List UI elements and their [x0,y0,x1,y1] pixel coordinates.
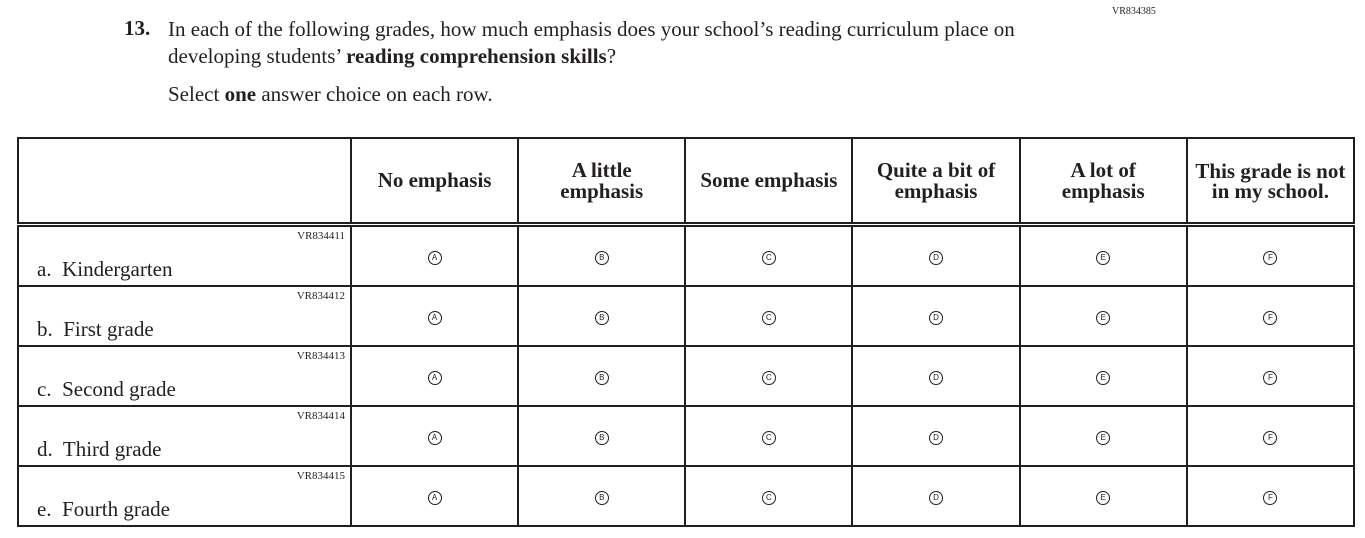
column-header: A lot of emphasis [1018,137,1188,227]
answer-bubble-b[interactable]: B [594,311,609,325]
table-row: VR834414 d. Third grade A B C D E F [17,405,1356,467]
instruction: Select one answer choice on each row. [168,82,493,107]
row-label-cell: VR834411 a. Kindergarten [17,223,352,287]
answer-cell: F [1185,465,1356,527]
answer-cell: E [1018,405,1188,467]
answer-cell: C [684,405,854,467]
table-row: VR834415 e. Fourth grade A B C D E F [17,465,1356,527]
row-id: VR834413 [296,350,345,362]
answer-bubble-e[interactable]: E [1096,491,1111,505]
row-id: VR834415 [296,470,345,482]
answer-cell: D [851,345,1021,407]
answer-cell: D [851,405,1021,467]
answer-cell: C [684,465,854,527]
answer-bubble-b[interactable]: B [594,371,609,385]
answer-bubble-c[interactable]: C [761,491,776,505]
answer-cell: F [1185,345,1356,407]
answer-bubble-a[interactable]: A [427,311,442,325]
answer-cell: C [684,285,854,347]
row-label: d. Third grade [37,437,162,461]
row-label-cell: VR834415 e. Fourth grade [17,465,352,527]
answer-bubble-d[interactable]: D [929,431,944,445]
row-label: e. Fourth grade [37,497,170,521]
answer-bubble-d[interactable]: D [929,251,944,265]
answer-cell: B [517,223,687,287]
answer-bubble-f[interactable]: F [1263,491,1278,505]
answer-bubble-d[interactable]: D [929,491,944,505]
answer-bubble-c[interactable]: C [761,251,776,265]
answer-bubble-c[interactable]: C [761,311,776,325]
answer-cell: B [517,285,687,347]
instruction-part: Select [168,82,225,106]
row-label-cell: VR834413 c. Second grade [17,345,352,407]
answer-cell: C [684,223,854,287]
answer-cell: C [684,345,854,407]
answer-bubble-f[interactable]: F [1263,431,1278,445]
answer-cell: A [349,345,520,407]
answer-bubble-a[interactable]: A [427,491,442,505]
row-label-cell: VR834412 b. First grade [17,285,352,347]
header-blank [17,137,352,227]
answer-cell: B [517,405,687,467]
column-header: Quite a bit of emphasis [851,137,1021,227]
answer-bubble-f[interactable]: F [1263,311,1278,325]
answer-bubble-b[interactable]: B [594,431,609,445]
row-label-cell: VR834414 d. Third grade [17,405,352,467]
answer-cell: B [517,345,687,407]
answer-cell: A [349,285,520,347]
answer-cell: E [1018,223,1188,287]
answer-bubble-a[interactable]: A [427,371,442,385]
answer-bubble-f[interactable]: F [1263,371,1278,385]
answer-cell: A [349,465,520,527]
answer-cell: D [851,285,1021,347]
header-row: No emphasis A little emphasis Some emphasi… [17,137,1356,227]
answer-bubble-a[interactable]: A [427,431,442,445]
question-text-emphasis: reading comprehension skills [346,44,607,68]
row-id: VR834414 [296,410,345,422]
instruction-emphasis: one [224,82,257,106]
column-header: This grade is not in my school. [1185,137,1356,227]
answer-cell: F [1185,223,1356,287]
answer-cell: F [1185,285,1356,347]
question-text: In each of the following grades, how muc… [168,16,1068,70]
column-header: No emphasis [349,137,520,227]
answer-cell: E [1018,465,1188,527]
table-row: VR834413 c. Second grade A B C D E F [17,345,1356,407]
question-number: 13. [124,16,151,40]
answer-bubble-b[interactable]: B [594,491,609,505]
answer-bubble-c[interactable]: C [761,371,776,385]
answer-cell: B [517,465,687,527]
answer-cell: D [851,223,1021,287]
row-label: b. First grade [37,317,154,341]
question-id: VR834385 [1112,6,1156,17]
response-grid: No emphasis A little emphasis Some emphasi… [17,137,1356,527]
row-id: VR834411 [297,230,345,242]
answer-cell: A [349,223,520,287]
row-label: a. Kindergarten [37,257,173,281]
answer-bubble-f[interactable]: F [1263,251,1278,265]
question-text-part: In each of the following grades, how muc… [168,17,1015,68]
answer-bubble-e[interactable]: E [1096,251,1111,265]
answer-cell: E [1018,285,1188,347]
row-label: c. Second grade [37,377,176,401]
answer-bubble-e[interactable]: E [1096,311,1111,325]
question-text-part: ? [606,44,617,68]
answer-cell: F [1185,405,1356,467]
answer-bubble-d[interactable]: D [929,371,944,385]
row-id: VR834412 [296,290,345,302]
answer-cell: D [851,465,1021,527]
answer-bubble-e[interactable]: E [1096,431,1111,445]
table-row: VR834411 a. Kindergarten A B C D E F [17,223,1356,287]
column-header: Some emphasis [684,137,854,227]
answer-bubble-d[interactable]: D [929,311,944,325]
instruction-part: answer choice on each row. [256,82,493,106]
table-row: VR834412 b. First grade A B C D E F [17,285,1356,347]
answer-bubble-c[interactable]: C [761,431,776,445]
answer-cell: E [1018,345,1188,407]
answer-cell: A [349,405,520,467]
column-header: A little emphasis [517,137,687,227]
answer-bubble-e[interactable]: E [1096,371,1111,385]
answer-bubble-b[interactable]: B [594,251,609,265]
answer-bubble-a[interactable]: A [427,251,442,265]
